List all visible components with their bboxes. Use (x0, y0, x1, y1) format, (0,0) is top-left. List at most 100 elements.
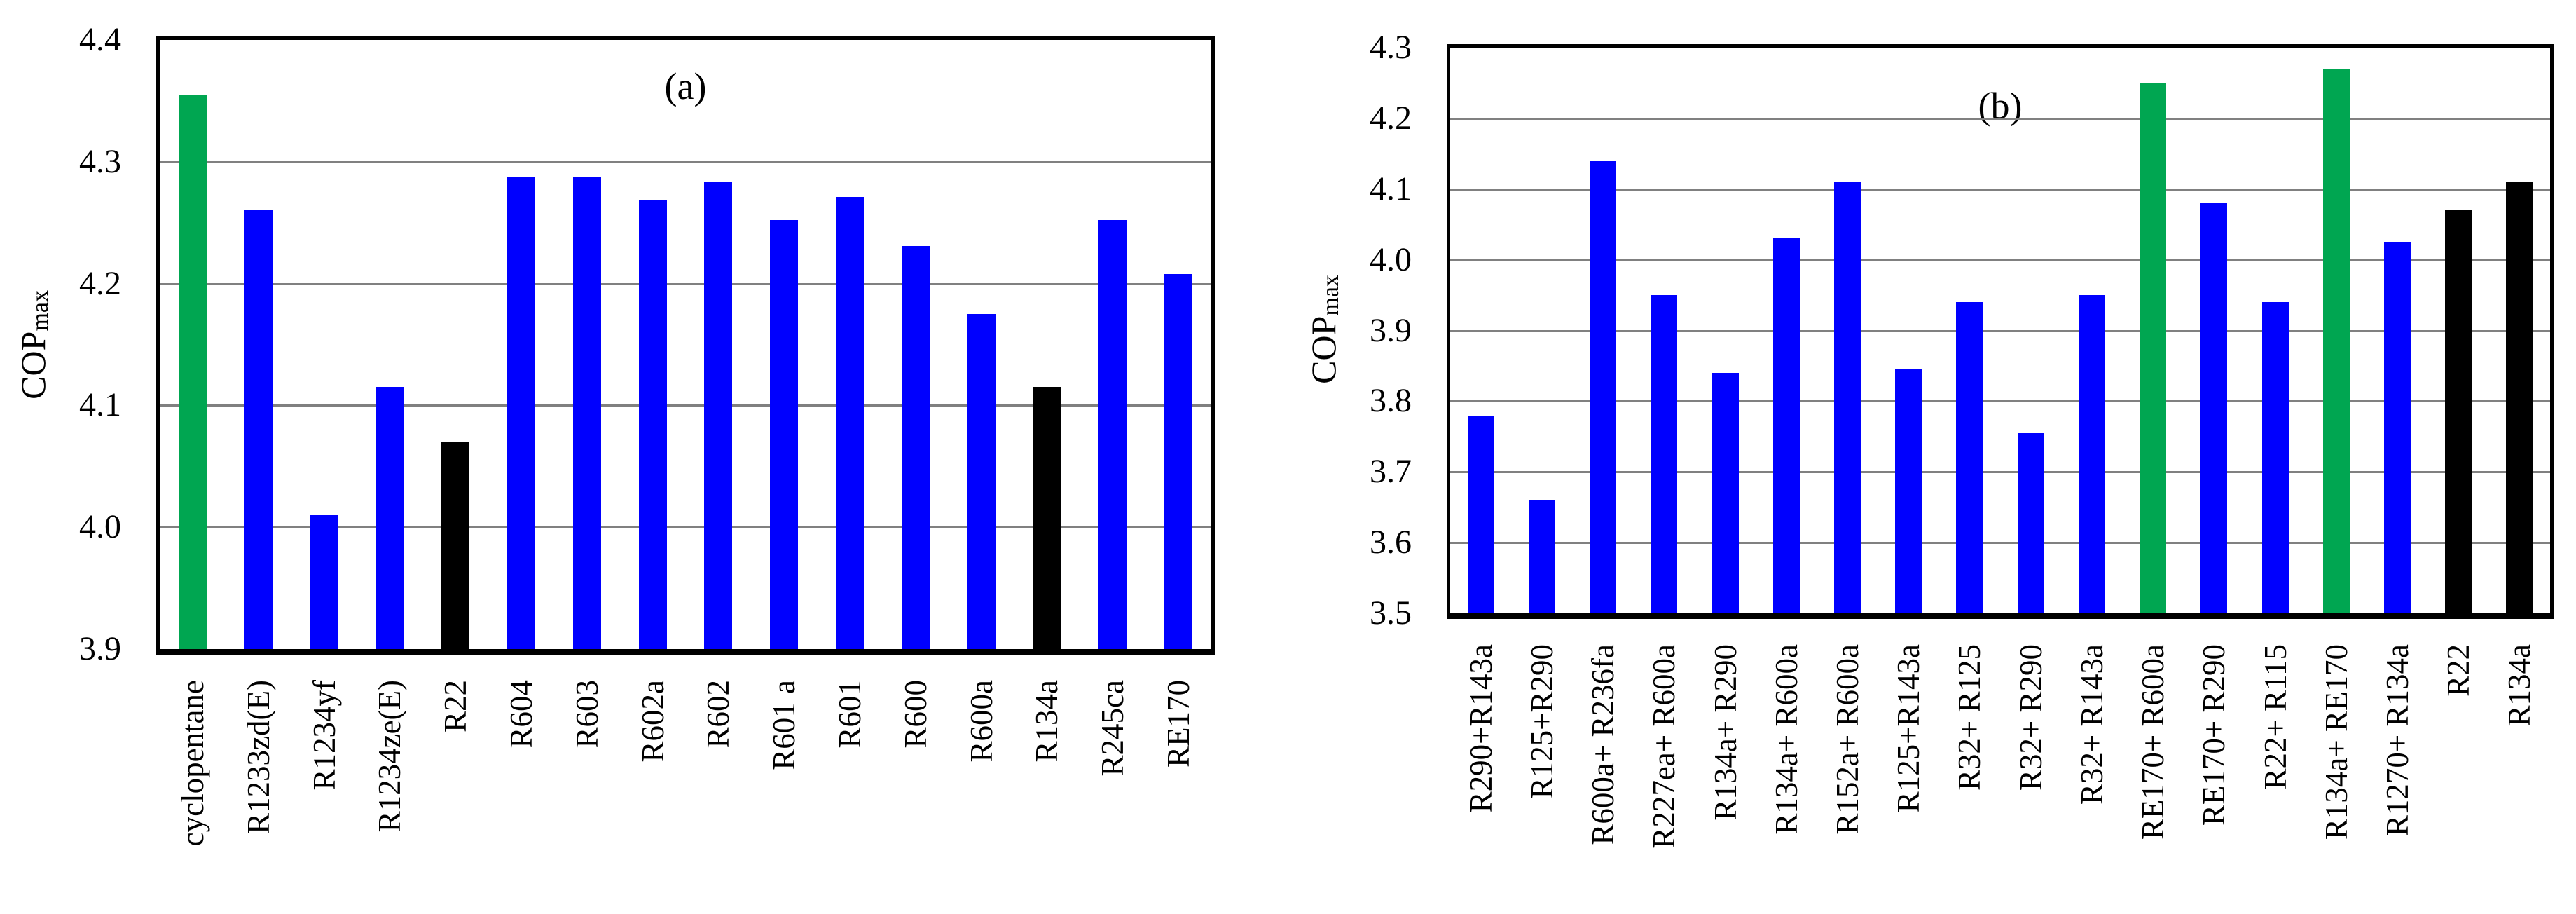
plot-area (156, 36, 1215, 655)
bar (244, 210, 273, 649)
bar (1772, 238, 1800, 613)
x-tick-label: R134a (2502, 644, 2537, 727)
x-tick-label: RE170+ R290 (2196, 644, 2232, 826)
bar (2322, 69, 2350, 613)
y-tick-label: 3.7 (1370, 453, 1412, 491)
x-tick-label: R602a (635, 680, 670, 763)
x-tick-label: cyclopentane (174, 680, 210, 847)
x-tick-label: R290+R143a (1463, 644, 1499, 813)
y-tick-label: 4.2 (1370, 99, 1412, 137)
bar (2506, 182, 2533, 613)
bar (704, 181, 733, 649)
x-tick-label: R227ea+ R600a (1646, 644, 1682, 849)
x-tick-label: R32+ R290 (2013, 644, 2048, 791)
x-tick-label: R603 (569, 680, 605, 749)
x-tick-label: R32+ R143a (2074, 644, 2109, 805)
gridline (160, 161, 1211, 163)
bar (1467, 415, 1494, 613)
gridline (1450, 117, 2550, 120)
bar (1164, 273, 1193, 649)
bar (441, 442, 470, 649)
bar (376, 387, 404, 649)
y-tick-label: 4.1 (79, 386, 121, 424)
bar (1590, 161, 1617, 613)
x-tick-label: R1234ze(E) (372, 680, 408, 833)
x-tick-label: R134a+ R600a (1768, 644, 1804, 835)
y-tick-label: 3.5 (1370, 594, 1412, 632)
bar (1528, 500, 1555, 613)
x-tick-label: R245ca (1095, 680, 1131, 777)
gridline (1450, 400, 2550, 403)
y-tick-label: 4.4 (79, 21, 121, 58)
bar (507, 177, 535, 649)
y-tick-label: 3.9 (79, 630, 121, 667)
y-tick-label: 4.1 (1370, 170, 1412, 207)
gridline (1450, 188, 2550, 191)
x-tick-label: R602 (701, 680, 736, 749)
x-tick-label: R134a+ RE170 (2318, 644, 2354, 840)
bar (1098, 220, 1127, 649)
x-tick-label: R22 (438, 680, 474, 733)
panel-label: (a) (664, 65, 707, 107)
x-tick-label: R600 (897, 680, 933, 749)
gridline (1450, 329, 2550, 332)
y-tick-label: 3.9 (1370, 311, 1412, 349)
x-tick-label: R1270+ R134a (2379, 644, 2415, 837)
x-tick-label: R22+ R115 (2257, 644, 2293, 790)
bar (2017, 432, 2044, 613)
x-tick-label: RE170 (1161, 680, 1197, 768)
y-tick-label: 4.3 (1370, 29, 1412, 66)
x-tick-label: R125+R290 (1524, 644, 1559, 799)
y-tick-label: 4.0 (79, 508, 121, 546)
bar (178, 95, 207, 649)
gridline (1450, 471, 2550, 474)
x-tick-label: R600a+ R236fa (1585, 644, 1621, 845)
y-axis-label: COPmax (13, 290, 60, 400)
x-tick-label: RE170+ R600a (2135, 644, 2171, 840)
bar (2261, 302, 2289, 613)
gridline (1450, 542, 2550, 545)
gridline (160, 526, 1211, 529)
y-tick-label: 3.8 (1370, 382, 1412, 420)
x-tick-label: R134a (1029, 680, 1065, 763)
x-tick-label: R604 (503, 680, 539, 749)
bar (2140, 83, 2167, 613)
bar (836, 197, 865, 649)
gridline (1450, 259, 2550, 261)
x-tick-label: R152a+ R600a (1829, 644, 1865, 835)
x-tick-label: R1233zd(E) (240, 680, 276, 834)
gridline (160, 404, 1211, 407)
bar (1895, 369, 1922, 613)
x-tick-label: R125+R143a (1891, 644, 1927, 813)
x-tick-label: R134a+ R290 (1707, 644, 1743, 821)
bar (1711, 373, 1739, 613)
x-tick-label: R1234yf (306, 680, 342, 791)
bar (770, 220, 799, 649)
x-tick-label: R601 (832, 680, 868, 749)
y-tick-label: 3.6 (1370, 524, 1412, 561)
bar (901, 245, 930, 649)
x-tick-label: R600a (963, 680, 999, 763)
bar (572, 177, 601, 649)
bar (638, 200, 667, 649)
bar (2383, 242, 2411, 613)
x-tick-label: R32+ R125 (1952, 644, 1988, 791)
x-tick-label: R601 a (766, 680, 802, 770)
bar (1956, 302, 1983, 613)
bar (1651, 295, 1678, 613)
y-tick-label: 4.3 (79, 142, 121, 180)
panel-label: (b) (1978, 85, 2023, 127)
bar (1033, 387, 1061, 649)
plot-area (1447, 44, 2554, 619)
bar (2200, 203, 2228, 613)
y-tick-label: 4.0 (1370, 240, 1412, 278)
gridline (160, 282, 1211, 285)
y-axis-label-subscript: max (1318, 275, 1344, 316)
bar (967, 314, 996, 649)
bar (2078, 295, 2105, 613)
bar (2445, 210, 2472, 613)
x-tick-label: R22 (2441, 644, 2477, 697)
y-tick-label: 4.2 (79, 264, 121, 302)
bar (310, 514, 338, 649)
